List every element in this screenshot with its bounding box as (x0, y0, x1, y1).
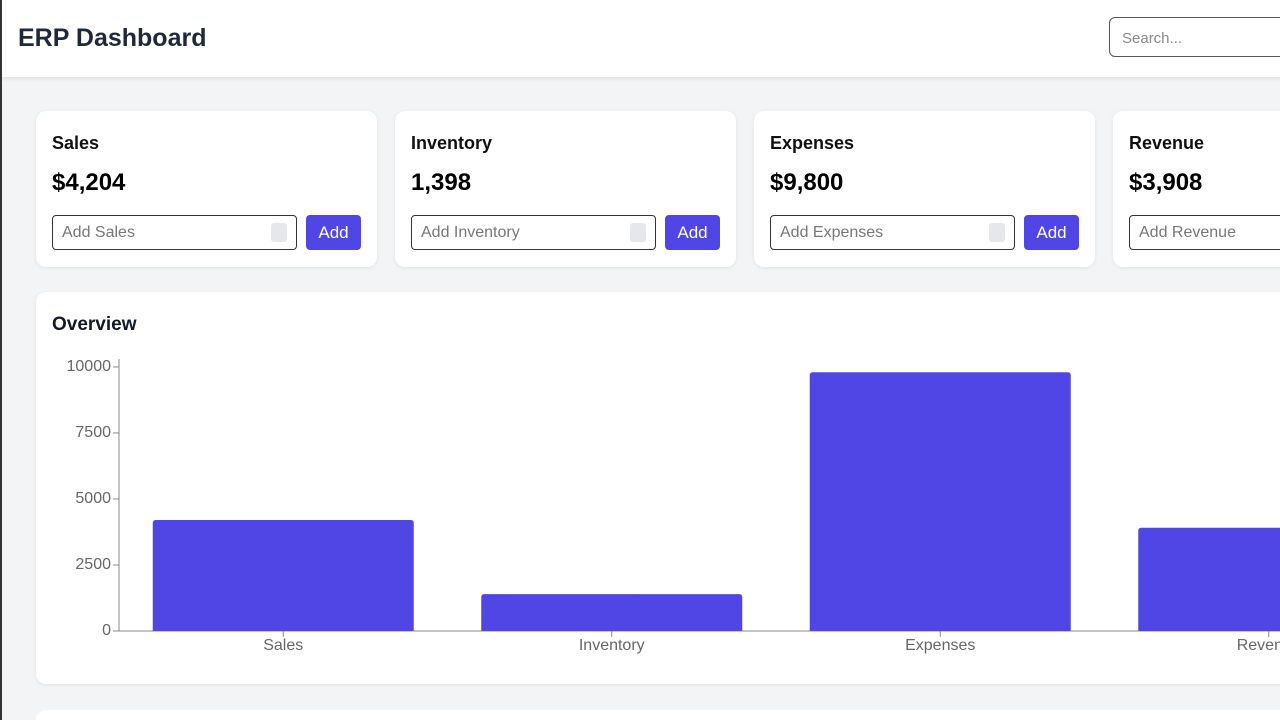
header: ERP Dashboard Search... (2, 0, 1280, 77)
card-title: Expenses (770, 133, 855, 153)
number-input[interactable]: Add Inventory (411, 215, 656, 250)
input-placeholder: Add Revenue (1139, 224, 1236, 241)
stat-card: Expenses $9,800 Add Expenses Add (754, 111, 1095, 267)
card-value: $3,908 (1129, 169, 1203, 196)
search-input[interactable]: Search... (1109, 17, 1280, 57)
card-value: $9,800 (770, 169, 844, 196)
stat-card: Sales $4,204 Add Sales Add (36, 111, 377, 267)
card-value: $4,204 (52, 169, 126, 196)
next-card (36, 710, 1280, 720)
add-button[interactable]: Add (1024, 215, 1079, 250)
input-placeholder: Add Inventory (421, 224, 520, 241)
app-title: ERP Dashboard (18, 24, 207, 52)
card-value: 1,398 (411, 169, 472, 196)
stat-card: Inventory 1,398 Add Inventory Add (395, 111, 736, 267)
number-input[interactable]: Add Revenue (1129, 215, 1280, 250)
spinner (630, 223, 646, 242)
card-title: Revenue (1129, 133, 1205, 153)
overview-title: Overview (52, 314, 137, 335)
input-placeholder: Add Sales (62, 224, 135, 241)
add-button[interactable]: Add (306, 215, 361, 250)
number-input[interactable]: Add Sales (52, 215, 297, 250)
card-title: Inventory (411, 133, 493, 153)
spinner (271, 223, 287, 242)
overview-card: Overview (36, 292, 1280, 684)
add-button[interactable]: Add (665, 215, 720, 250)
input-placeholder: Add Expenses (780, 224, 884, 241)
card-title: Sales (52, 133, 100, 153)
spinner (989, 223, 1005, 242)
number-input[interactable]: Add Expenses (770, 215, 1015, 250)
